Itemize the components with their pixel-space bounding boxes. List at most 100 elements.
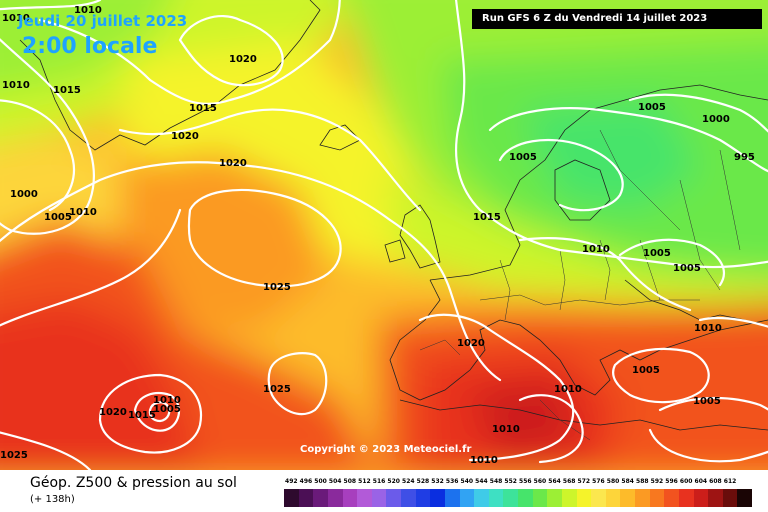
- scale-label: 600: [679, 478, 693, 485]
- scale-label: 536: [445, 478, 459, 485]
- valid-date: Jeudi 20 juillet 2023: [18, 12, 188, 30]
- scale-swatch: [371, 489, 387, 507]
- scale-label: 564: [548, 478, 561, 485]
- scale-swatch: [401, 489, 416, 507]
- isobar-label: 1025: [0, 450, 28, 461]
- scale-label: 528: [416, 478, 430, 485]
- scale-label: 548: [489, 478, 503, 485]
- scale-label: 576: [592, 478, 605, 485]
- scale-swatch: [284, 489, 299, 507]
- isobar-label: 1010: [69, 207, 97, 218]
- isobar-label: 1025: [263, 282, 291, 293]
- scale-label: 552: [504, 478, 517, 485]
- scale-swatch: [327, 489, 343, 507]
- isobar-label: 1000: [10, 189, 38, 200]
- scale-swatch: [532, 489, 548, 507]
- scale-swatch: [547, 489, 562, 507]
- scale-swatch: [635, 489, 650, 507]
- scale-swatch: [576, 489, 592, 507]
- isobar-label: 1010: [492, 424, 520, 435]
- isobar-label: 1005: [643, 248, 671, 259]
- isobar-label: 1010: [694, 323, 722, 334]
- scale-label: 596: [665, 478, 678, 485]
- valid-time: 2:00 locale: [22, 34, 158, 59]
- scale-swatch: [459, 489, 475, 507]
- isobar-label: 1015: [53, 85, 81, 96]
- scale-label: 504: [328, 478, 342, 485]
- scale-swatch: [342, 489, 358, 507]
- scale-label: 580: [606, 478, 620, 485]
- borders: [419, 129, 741, 441]
- scale-label: 588: [636, 478, 649, 485]
- scale-swatch: [649, 489, 665, 507]
- isobar-label: 1015: [473, 212, 501, 223]
- isobar-label: 1000: [702, 114, 730, 125]
- scale-label: 584: [621, 478, 634, 485]
- scale-label: 592: [650, 478, 664, 485]
- isobar-label: 1010: [470, 455, 498, 466]
- isobar-label: 1005: [153, 404, 181, 415]
- isobar-label: 1005: [44, 212, 72, 223]
- scale-swatch: [298, 489, 314, 507]
- scale-swatch: [693, 489, 709, 507]
- isobar-label: 1015: [128, 410, 156, 421]
- scale-label: 492: [285, 478, 298, 485]
- scale-label: 560: [533, 478, 547, 485]
- scale-label: 520: [387, 478, 400, 485]
- isobar-label: 1020: [457, 338, 485, 349]
- scale-swatch: [357, 489, 372, 507]
- isobar-label: 1005: [638, 102, 666, 113]
- scale-swatch: [605, 489, 621, 507]
- scale-label: 512: [358, 478, 371, 485]
- scale-swatch: [678, 489, 694, 507]
- isobar-label: 1010: [582, 244, 610, 255]
- isobar-label: 1025: [263, 384, 291, 395]
- isobar-label: 995: [734, 152, 755, 163]
- scale-swatch: [474, 489, 489, 507]
- isobar-label: 1010: [2, 80, 30, 91]
- scale-label: 544: [475, 478, 488, 485]
- isobars: [0, 0, 768, 470]
- scale-swatch: [503, 489, 518, 507]
- scale-swatch: [430, 489, 445, 507]
- scale-label: 608: [709, 478, 722, 485]
- scale-label: [737, 478, 752, 485]
- scale-swatch: [561, 489, 577, 507]
- scale-swatch: [313, 489, 328, 507]
- scale-swatch: [415, 489, 431, 507]
- scale-label: 524: [402, 478, 415, 485]
- isobar-label: 1005: [693, 396, 721, 407]
- isobar-label: 1005: [673, 263, 701, 274]
- isobar-label: 1015: [189, 103, 217, 114]
- isobar-label: 1020: [229, 54, 257, 65]
- isobar-label: 1010: [554, 384, 582, 395]
- coastlines: [19, 0, 768, 431]
- scale-label: 568: [562, 478, 576, 485]
- scale-label: 500: [314, 478, 327, 485]
- z500-color-field: [0, 0, 768, 470]
- scale-label: 604: [694, 478, 708, 485]
- legend-title: Géop. Z500 & pression au sol: [30, 475, 237, 491]
- isobar-label: 1005: [632, 365, 660, 376]
- scale-swatch: [620, 489, 635, 507]
- isobar-label: 1010: [74, 5, 102, 16]
- legend-bar: Géop. Z500 & pression au sol (+ 138h) 49…: [0, 470, 768, 512]
- scale-swatch: [737, 489, 752, 507]
- scale-label: 556: [519, 478, 532, 485]
- isobar-label: 1010: [153, 395, 181, 406]
- scale-label: 532: [431, 478, 444, 485]
- scale-swatch: [591, 489, 606, 507]
- color-scale-swatches: [284, 489, 752, 507]
- scale-label: 572: [577, 478, 591, 485]
- isobar-label: 1010: [2, 13, 30, 24]
- isobar-label: 1020: [171, 131, 199, 142]
- scale-swatch: [386, 489, 401, 507]
- scale-label: 496: [299, 478, 313, 485]
- legend-lead-time: (+ 138h): [30, 494, 75, 505]
- scale-label: 508: [343, 478, 357, 485]
- isobar-label: 1020: [99, 407, 127, 418]
- scale-swatch: [444, 489, 460, 507]
